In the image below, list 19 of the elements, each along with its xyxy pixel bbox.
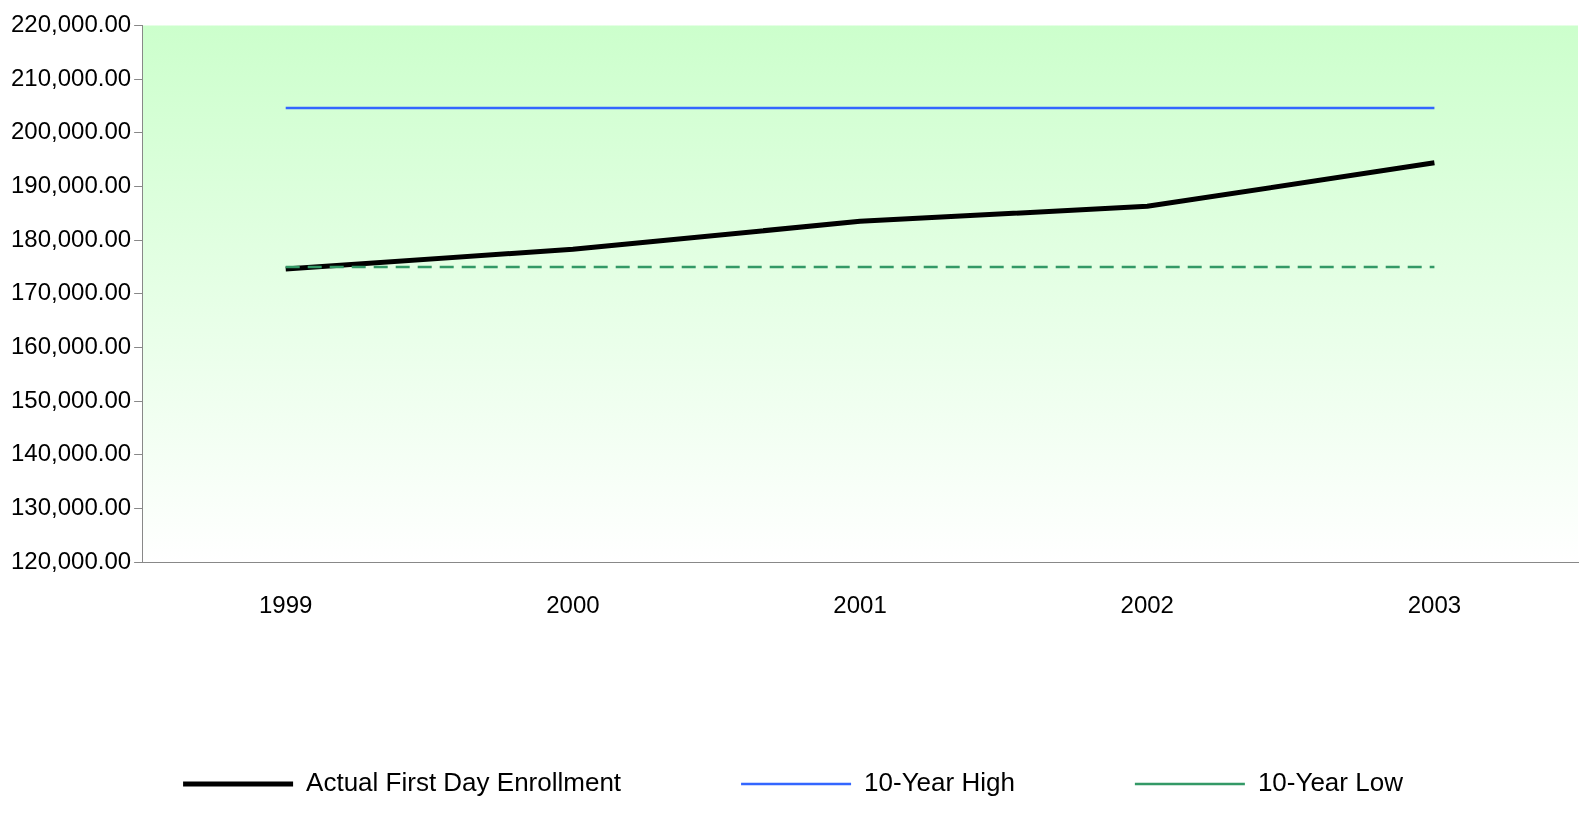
x-tick-label: 2001	[833, 591, 887, 619]
x-tick-label: 2000	[546, 591, 600, 619]
y-tick-label: 130,000.00	[10, 493, 132, 521]
y-tick-label: 190,000.00	[10, 171, 132, 199]
y-tick-label: 120,000.00	[10, 546, 132, 574]
y-tick-label: 180,000.00	[10, 224, 132, 252]
y-tick-label: 150,000.00	[10, 385, 132, 413]
y-tick-label: 220,000.00	[10, 10, 132, 38]
legend-label: 10-Year Low	[1257, 767, 1404, 798]
y-tick-label: 200,000.00	[10, 117, 132, 145]
y-tick-label: 160,000.00	[10, 332, 132, 360]
x-tick-label: 1999	[259, 591, 313, 619]
x-tick-label: 2003	[1407, 591, 1462, 619]
x-tick-label: 2002	[1120, 591, 1174, 619]
legend-label: 10-Year High	[864, 767, 1015, 798]
y-tick-label: 140,000.00	[10, 439, 132, 467]
legend-label: Actual First Day Enrollment	[306, 767, 622, 798]
y-tick-label: 170,000.00	[10, 278, 132, 306]
y-tick-label: 210,000.00	[10, 63, 132, 91]
